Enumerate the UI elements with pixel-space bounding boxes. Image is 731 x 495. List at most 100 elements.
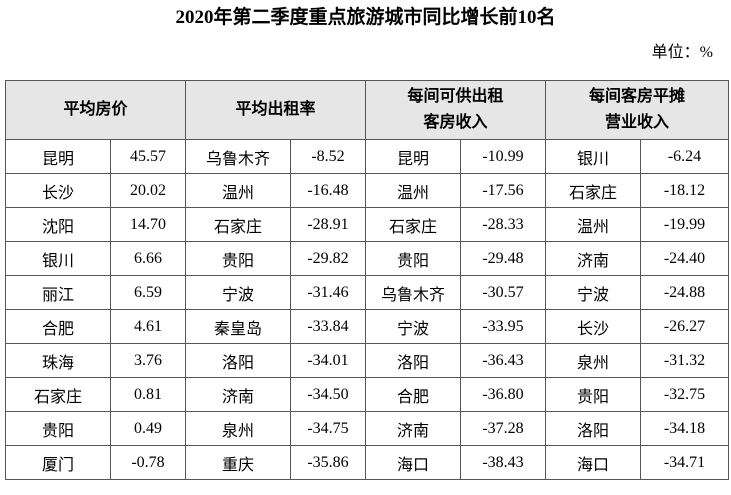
city-cell: 长沙 [545, 309, 641, 344]
value-cell: -17.56 [460, 173, 546, 208]
value-cell: 6.59 [110, 275, 186, 310]
value-cell: -16.48 [290, 173, 366, 208]
table-row: 贵阳 0.49 泉州 -34.75 济南 -37.28 洛阳 -34.18 [5, 411, 729, 446]
city-cell: 洛阳 [545, 411, 641, 446]
city-cell: 丽江 [5, 275, 111, 310]
header-line: 每间可供出租 [407, 88, 504, 105]
value-cell: -34.71 [640, 445, 729, 480]
city-cell: 银川 [545, 139, 641, 174]
value-cell: -37.28 [460, 411, 546, 446]
value-cell: -29.82 [290, 241, 366, 276]
value-cell: -0.78 [110, 445, 186, 480]
header-line: 平均出租率 [235, 101, 316, 118]
header-line: 营业收入 [604, 114, 669, 131]
city-cell: 秦皇岛 [185, 309, 291, 344]
table-row: 厦门 -0.78 重庆 -35.86 海口 -38.43 海口 -34.71 [5, 445, 729, 480]
city-cell: 宁波 [365, 309, 461, 344]
value-cell: -35.86 [290, 445, 366, 480]
value-cell: -33.84 [290, 309, 366, 344]
value-cell: 0.81 [110, 377, 186, 412]
city-cell: 珠海 [5, 343, 111, 378]
value-cell: -38.43 [460, 445, 546, 480]
value-cell: 3.76 [110, 343, 186, 378]
value-cell: 4.61 [110, 309, 186, 344]
value-cell: -24.40 [640, 241, 729, 276]
city-cell: 合肥 [365, 377, 461, 412]
city-cell: 济南 [365, 411, 461, 446]
city-cell: 重庆 [185, 445, 291, 480]
city-cell: 石家庄 [5, 377, 111, 412]
header-line: 每间客房平摊 [588, 88, 685, 105]
city-cell: 沈阳 [5, 207, 111, 242]
value-cell: -6.24 [640, 139, 729, 174]
column-header: 每间客房平摊 营业收入 [545, 80, 729, 140]
city-cell: 温州 [185, 173, 291, 208]
value-cell: -31.46 [290, 275, 366, 310]
value-cell: -28.33 [460, 207, 546, 242]
value-cell: 6.66 [110, 241, 186, 276]
title: 2020年第二季度重点旅游城市同比增长前10名 [175, 7, 556, 28]
city-cell: 贵阳 [545, 377, 641, 412]
value-cell: -18.12 [640, 173, 729, 208]
column-header: 每间可供出租 客房收入 [365, 80, 546, 140]
table-row: 昆明 45.57 乌鲁木齐 -8.52 昆明 -10.99 银川 -6.24 [5, 139, 729, 174]
table-row: 长沙 20.02 温州 -16.48 温州 -17.56 石家庄 -18.12 [5, 173, 729, 208]
value-cell: 45.57 [110, 139, 186, 174]
column-header: 平均出租率 [185, 80, 366, 140]
value-cell: -32.75 [640, 377, 729, 412]
header-line: 客房收入 [423, 114, 488, 131]
city-cell: 海口 [545, 445, 641, 480]
value-cell: -33.95 [460, 309, 546, 344]
value-cell: -30.57 [460, 275, 546, 310]
value-cell: -36.80 [460, 377, 546, 412]
table-row: 珠海 3.76 洛阳 -34.01 洛阳 -36.43 泉州 -31.32 [5, 343, 729, 378]
city-cell: 乌鲁木齐 [365, 275, 461, 310]
city-cell: 合肥 [5, 309, 111, 344]
value-cell: -19.99 [640, 207, 729, 242]
city-cell: 昆明 [365, 139, 461, 174]
value-cell: -36.43 [460, 343, 546, 378]
city-cell: 宁波 [545, 275, 641, 310]
city-cell: 温州 [545, 207, 641, 242]
table-body: 昆明 45.57 乌鲁木齐 -8.52 昆明 -10.99 银川 -6.24 长沙 20.02 温州… [5, 139, 729, 480]
value-cell: -34.50 [290, 377, 366, 412]
value-cell: -28.91 [290, 207, 366, 242]
city-cell: 石家庄 [365, 207, 461, 242]
value-cell: -34.01 [290, 343, 366, 378]
city-cell: 洛阳 [365, 343, 461, 378]
city-cell: 石家庄 [545, 173, 641, 208]
value-cell: 0.49 [110, 411, 186, 446]
city-cell: 石家庄 [185, 207, 291, 242]
value-cell: -31.32 [640, 343, 729, 378]
city-cell: 贵阳 [365, 241, 461, 276]
header-row: 平均房价 平均出租率 每间可供出租 客房收入 每间客房平摊 营业收入 [5, 80, 729, 140]
city-cell: 贵阳 [185, 241, 291, 276]
value-cell: -24.88 [640, 275, 729, 310]
city-cell: 海口 [365, 445, 461, 480]
table-row: 丽江 6.59 宁波 -31.46 乌鲁木齐 -30.57 宁波 -24.88 [5, 275, 729, 310]
city-cell: 长沙 [5, 173, 111, 208]
city-cell: 厦门 [5, 445, 111, 480]
city-cell: 昆明 [5, 139, 111, 174]
city-cell: 乌鲁木齐 [185, 139, 291, 174]
table-row: 沈阳 14.70 石家庄 -28.91 石家庄 -28.33 温州 -19.99 [5, 207, 729, 242]
city-cell: 济南 [185, 377, 291, 412]
city-cell: 洛阳 [185, 343, 291, 378]
header-line: 平均房价 [63, 101, 128, 118]
unit-label: 单位：% [651, 44, 713, 61]
value-cell: -34.18 [640, 411, 729, 446]
city-cell: 贵阳 [5, 411, 111, 446]
value-cell: -26.27 [640, 309, 729, 344]
table-row: 石家庄 0.81 济南 -34.50 合肥 -36.80 贵阳 -32.75 [5, 377, 729, 412]
value-cell: -29.48 [460, 241, 546, 276]
city-cell: 温州 [365, 173, 461, 208]
city-cell: 银川 [5, 241, 111, 276]
city-cell: 济南 [545, 241, 641, 276]
data-table: 平均房价 平均出租率 每间可供出租 客房收入 每间客房平摊 营业收入 昆明 45.57 乌鲁木… [5, 80, 729, 480]
column-header: 平均房价 [5, 80, 186, 140]
city-cell: 泉州 [545, 343, 641, 378]
value-cell: -8.52 [290, 139, 366, 174]
city-cell: 泉州 [185, 411, 291, 446]
city-cell: 宁波 [185, 275, 291, 310]
